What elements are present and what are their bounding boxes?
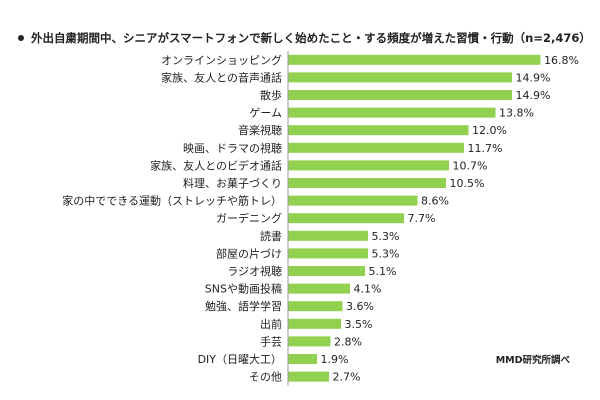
bullet-icon [18,35,24,41]
category-label: SNSや動画投稿 [205,282,282,296]
value-label: 13.8% [499,107,534,120]
bar [288,125,469,136]
bar [288,371,329,382]
bar [288,72,512,83]
category-label: 家族、友人とのビデオ通話 [150,158,282,172]
category-label: 料理、お菓子づくり [183,176,282,190]
category-label: その他 [249,371,282,384]
bar [288,195,418,206]
value-label: 12.0% [472,124,507,137]
category-label: 手芸 [260,334,282,348]
bar [288,248,368,259]
value-label: 1.9% [321,353,349,366]
category-label: 家の中でできる運動（ストレッチや筋トレ） [62,194,282,208]
value-label: 5.3% [372,230,400,243]
value-label: 3.6% [346,300,374,313]
value-label: 2.8% [334,335,362,348]
bar [288,54,541,65]
value-label: 7.7% [408,212,436,225]
category-label: 家族、友人との音声通話 [161,70,282,84]
category-label: DIY（日曜大工） [198,352,282,366]
bar [288,142,464,153]
value-label: 4.1% [354,283,382,296]
bar [288,336,331,347]
bar [288,107,496,118]
bar [288,266,365,276]
category-label: 部屋の片づけ [216,246,282,260]
category-label: 散歩 [260,88,282,102]
bar [288,230,368,241]
category-labels: オンラインショッピング家族、友人との音声通話散歩ゲーム音楽視聴映画、ドラマの視聴… [62,53,282,384]
value-label: 10.5% [450,177,485,190]
category-label: ラジオ視聴 [227,264,282,278]
value-label: 5.1% [369,265,397,278]
category-label: ゲーム [249,107,282,120]
bars [288,54,541,382]
bar [288,213,404,224]
category-label: オンラインショッピング [161,53,282,67]
bar [288,301,343,312]
chart-title-text: 外出自粛期間中、シニアがスマートフォンで新しく始めたこと・する頻度が増えた習慣・… [31,31,591,45]
category-label: 出前 [260,317,282,331]
category-label: ガーデニング [216,211,282,225]
value-label: 14.9% [516,71,551,84]
value-label: 8.6% [421,195,449,208]
bar [288,283,350,294]
bar [288,90,512,100]
chart-title: 外出自粛期間中、シニアがスマートフォンで新しく始めたこと・する頻度が増えた習慣・… [18,30,591,46]
bar [288,178,446,188]
value-label: 5.3% [372,247,400,260]
category-label: 読書 [260,229,282,243]
value-label: 11.7% [468,142,503,155]
value-label: 14.9% [516,89,551,102]
bar [288,160,449,171]
category-label: 音楽視聴 [238,123,282,137]
value-label: 10.7% [453,159,488,172]
bar [288,318,341,329]
value-label: 3.5% [345,318,373,331]
value-label: 16.8% [544,54,579,67]
category-label: 映画、ドラマの視聴 [183,141,282,155]
value-label: 2.7% [333,371,361,384]
bar [288,354,317,364]
source-credit: MMD研究所調べ [495,355,570,366]
category-label: 勉強、語学学習 [205,299,282,313]
value-labels: 16.8% 14.9% 14.9% 13.8% 12.0% 11.7% 10.7% 10.5%… [321,54,579,384]
